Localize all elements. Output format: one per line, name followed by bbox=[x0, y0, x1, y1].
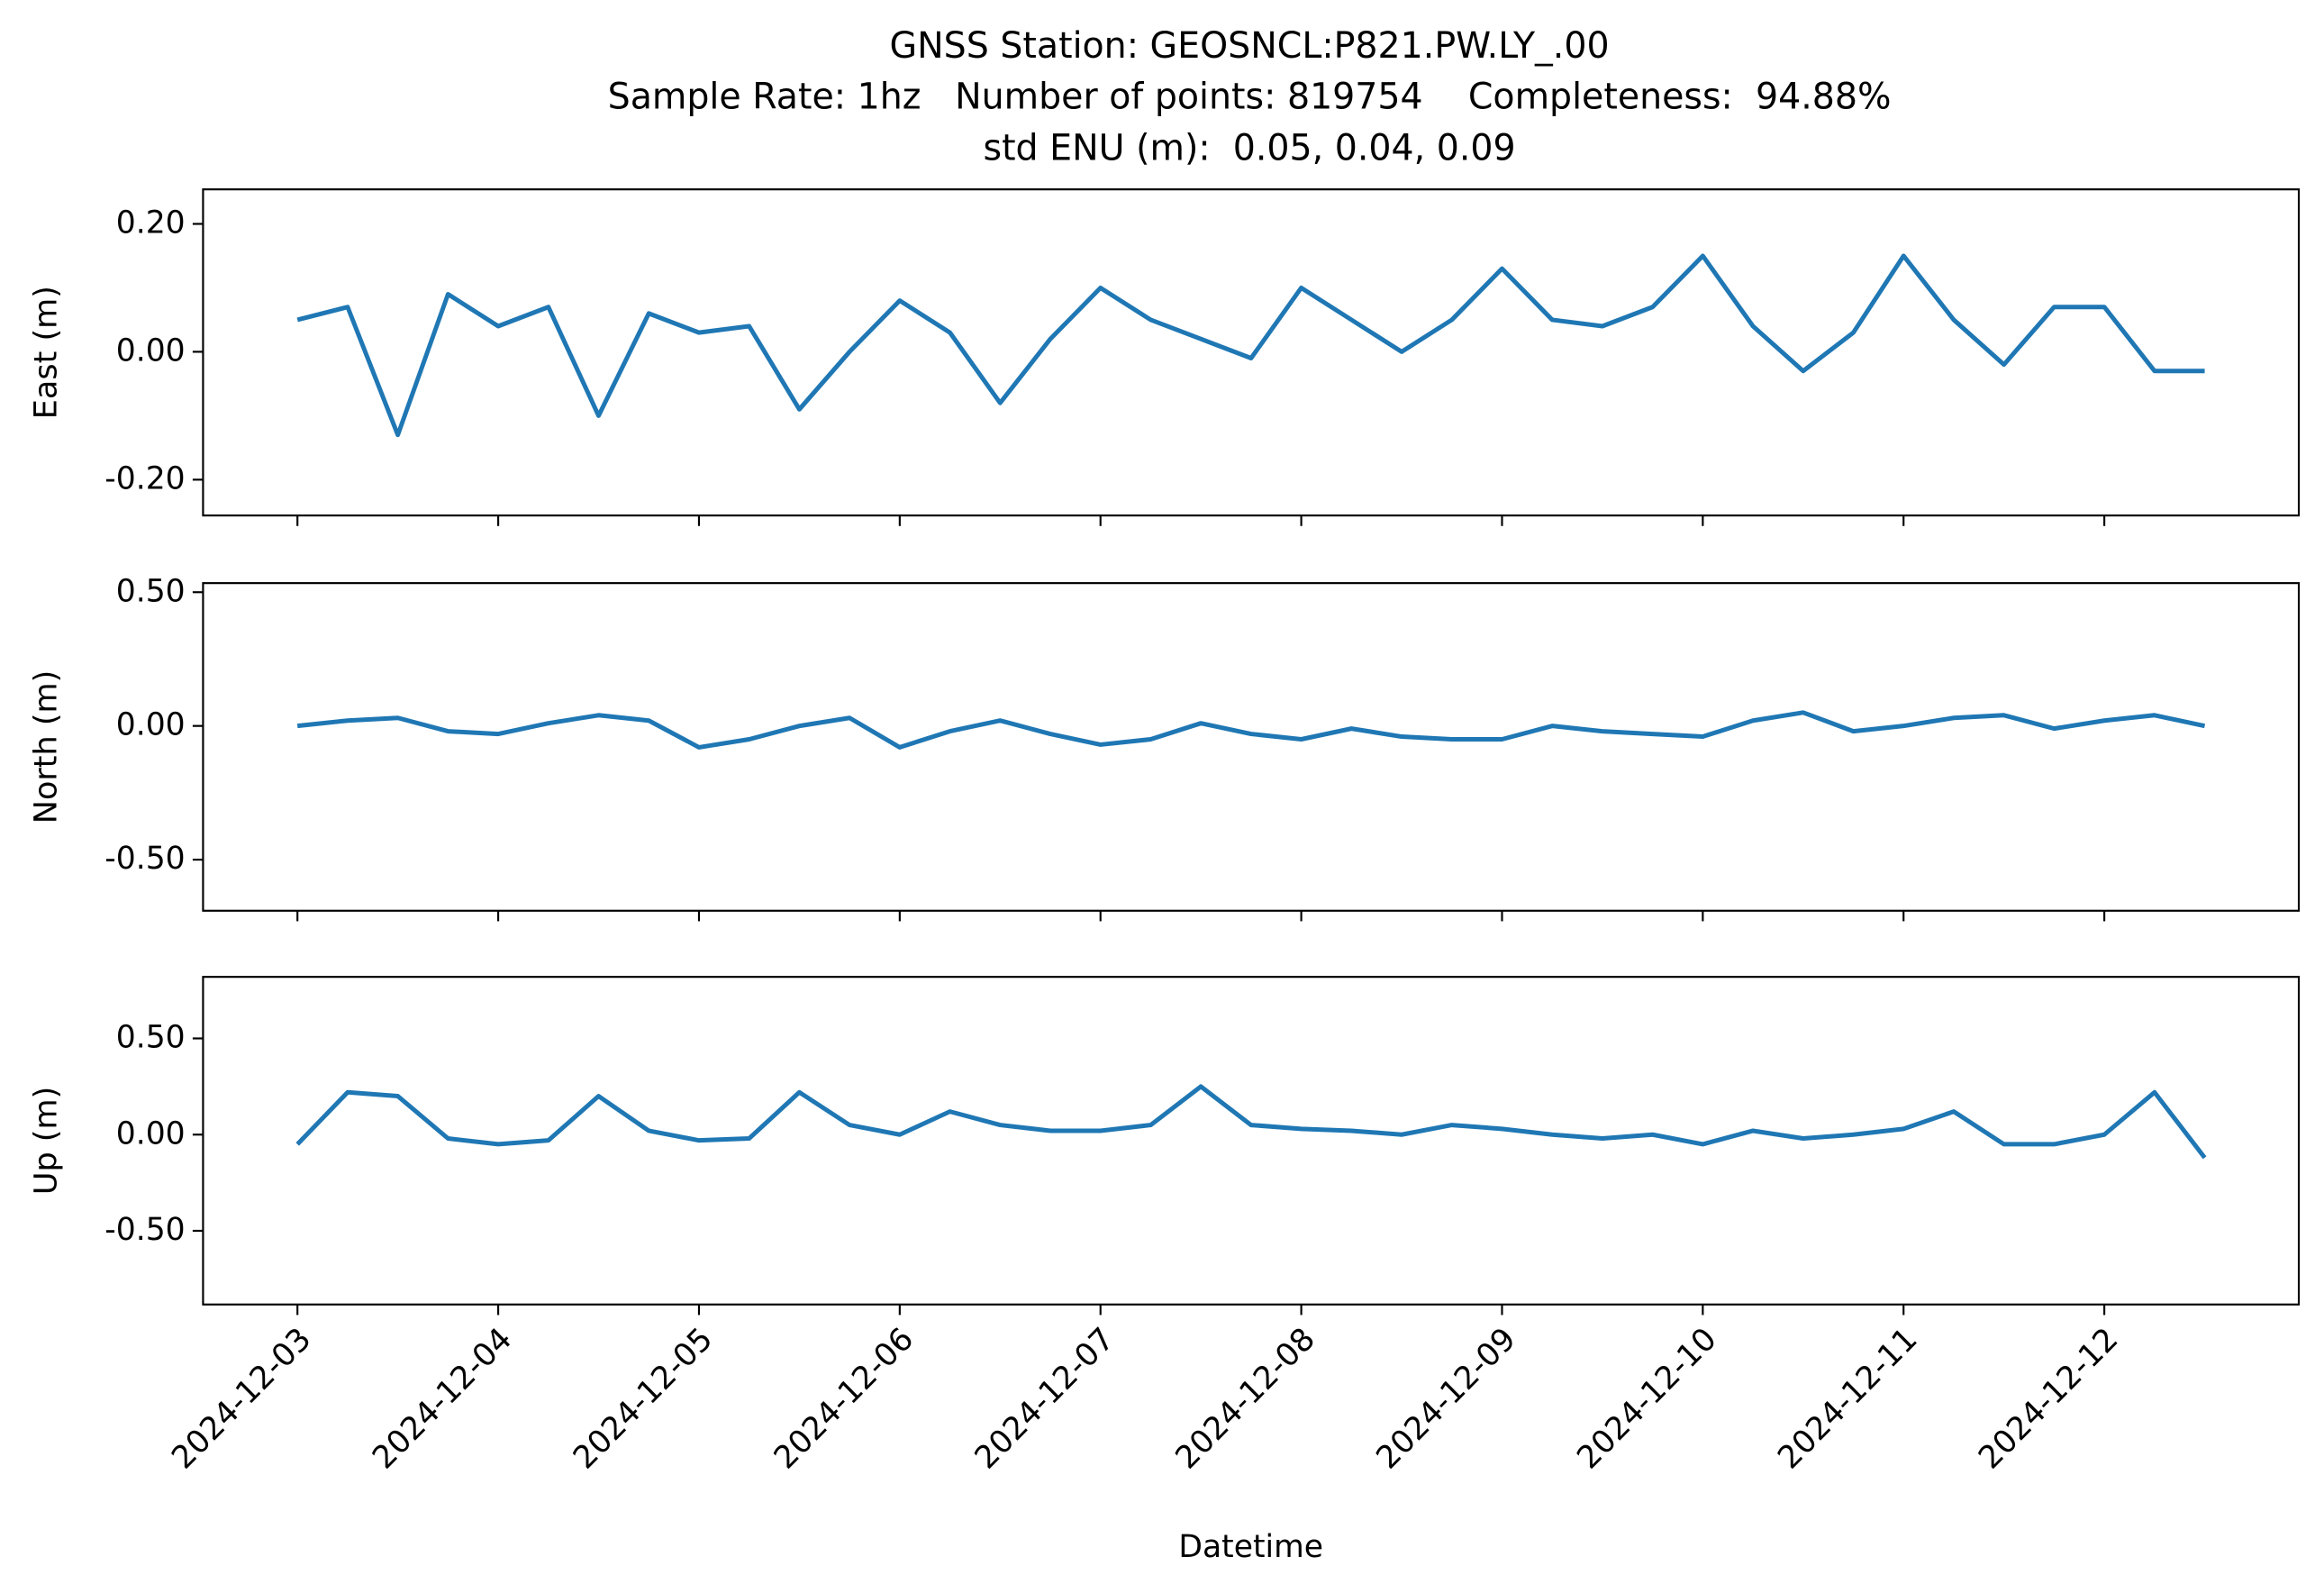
y-tick-label: 0.00 bbox=[116, 707, 186, 743]
plot-frame bbox=[202, 582, 2301, 912]
plot-frame bbox=[202, 976, 2301, 1306]
plot-frame bbox=[202, 188, 2301, 517]
data-line bbox=[295, 1084, 2207, 1160]
data-line bbox=[296, 710, 2206, 750]
y-axis-label: North (m) bbox=[29, 670, 65, 824]
chart-title: GNSS Station: GEOSNCL:P821.PW.LY_.00 bbox=[890, 25, 1610, 67]
y-tick-label: -0.50 bbox=[104, 841, 185, 877]
y-tick-label: 0.00 bbox=[116, 332, 186, 369]
data-line bbox=[296, 253, 2205, 438]
x-axis-label: Datetime bbox=[1178, 1529, 1323, 1565]
y-tick-label: 0.00 bbox=[116, 1115, 186, 1152]
chart-title: Sample Rate: 1hz Number of points: 81975… bbox=[608, 76, 1892, 117]
y-tick-label: -0.50 bbox=[104, 1212, 185, 1248]
y-tick-label: 0.50 bbox=[116, 1019, 186, 1055]
y-axis-label: East (m) bbox=[29, 286, 65, 419]
chart-title: std ENU (m): 0.05, 0.04, 0.09 bbox=[984, 127, 1516, 168]
y-tick-label: 0.20 bbox=[116, 205, 186, 241]
y-tick-label: -0.20 bbox=[104, 460, 185, 496]
y-tick-label: 0.50 bbox=[116, 573, 186, 609]
y-axis-label: Up (m) bbox=[29, 1087, 65, 1195]
